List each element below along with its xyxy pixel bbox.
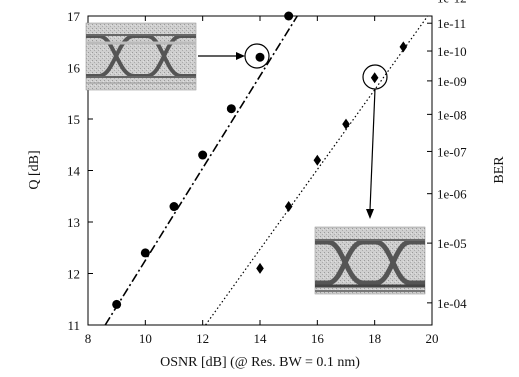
fit-line-series-2 [205, 15, 429, 326]
y-tick-label: 12 [67, 267, 80, 282]
data-point-diamond [342, 118, 350, 130]
data-point-circle [198, 150, 208, 160]
y-tick-label: 11 [67, 318, 80, 333]
x-tick-label: 18 [368, 331, 381, 346]
x-tick-label: 8 [85, 331, 92, 346]
eye-diagram-inset-1 [85, 22, 197, 91]
y-tick-label: 17 [67, 9, 81, 24]
y-axis-right: 1e-04 1e-05 1e-06 1e-07 1e-08 1e-09 1e-10 1e-11… [427, 0, 467, 311]
data-point-circle [169, 202, 179, 212]
data-point-circle [284, 11, 294, 21]
x-axis-title: OSNR [dB] (@ Res. BW = 0.1 nm) [160, 355, 360, 370]
eye-diagram-inset-2 [314, 226, 426, 295]
data-marks [112, 11, 408, 309]
y2-tick-label: 1e-09 [437, 74, 467, 89]
y-tick-label: 14 [67, 164, 81, 179]
x-tick-label: 12 [196, 331, 209, 346]
x-tick-label: 16 [311, 331, 325, 346]
data-point-diamond [313, 154, 322, 166]
data-point-circle [255, 52, 265, 62]
y2-tick-label: 1e-07 [437, 144, 467, 159]
y-axis-title: Q [dB] [27, 150, 42, 189]
data-point-diamond [370, 72, 379, 84]
y-tick-label: 13 [67, 215, 80, 230]
x-tick-label: 20 [426, 331, 439, 346]
x-tick-label: 14 [254, 331, 268, 346]
y2-tick-label: 1e-10 [437, 44, 467, 59]
y2-axis-title: BER [492, 156, 507, 184]
data-point-diamond [399, 41, 408, 53]
y2-tick-label: 1e-06 [437, 187, 467, 202]
y-tick-label: 15 [67, 112, 80, 127]
y-axis-left: 11 12 13 14 15 16 17 [67, 9, 93, 333]
annotation-2 [362, 64, 388, 219]
data-point-diamond [256, 262, 264, 274]
y2-tick-label: 1e-11 [437, 16, 466, 31]
fit-lines [104, 15, 429, 326]
data-point-circle [226, 104, 236, 114]
annotation-1 [198, 43, 270, 69]
y2-tick-label: 1e-08 [437, 107, 467, 122]
data-point-circle [112, 299, 122, 309]
y2-tick-label: 1e-12 [437, 0, 467, 5]
y-tick-label: 16 [67, 61, 81, 76]
data-point-diamond [284, 201, 293, 213]
data-point-circle [140, 248, 150, 258]
y2-tick-label: 1e-04 [437, 296, 467, 311]
x-axis: 8 10 12 14 16 18 20 [85, 16, 439, 346]
x-tick-label: 10 [139, 331, 152, 346]
y2-tick-label: 1e-05 [437, 236, 467, 251]
